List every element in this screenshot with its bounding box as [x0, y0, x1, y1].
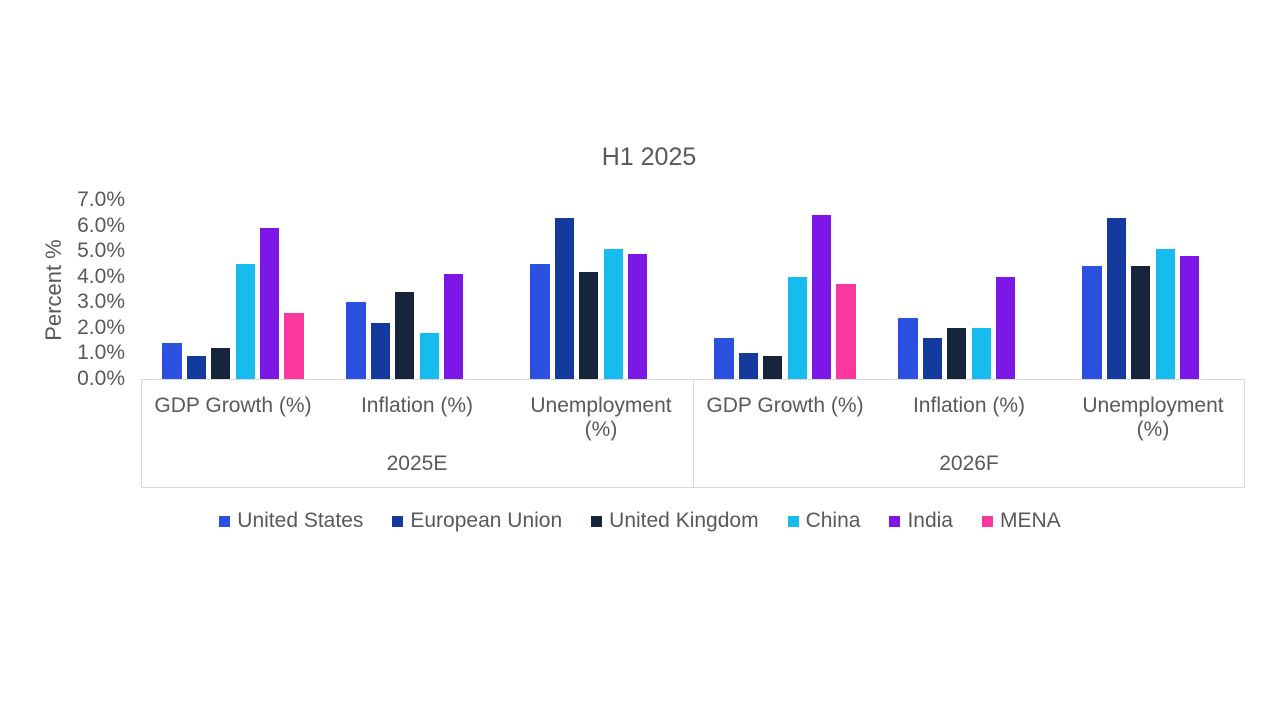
bar-2026f-unemployment-european-union [1106, 217, 1127, 379]
legend-swatch-china [787, 515, 799, 527]
bar-2026f-inflation-china [971, 327, 991, 379]
category-label-2026f-gdp-growth: GDP Growth (%) [706, 394, 864, 417]
bar-2025e-gdp-growth-mena [284, 312, 304, 379]
legend-label-mena: MENA [1000, 509, 1061, 532]
bar-2025e-gdp-growth-united-states [162, 343, 182, 379]
y-tick-label-6-0: 6.0% [77, 213, 125, 237]
bar-2025e-gdp-growth-european-union [186, 355, 207, 379]
legend-swatch-united-kingdom [591, 515, 603, 527]
legend-label-china: China [805, 509, 861, 532]
bar-2026f-unemployment-united-kingdom [1131, 266, 1151, 379]
bar-2026f-unemployment-united-states [1082, 266, 1102, 379]
category-label-2025e-unemployment: Unemployment (%) [530, 394, 672, 442]
legend-item-united-kingdom: United Kingdom [591, 509, 759, 533]
legend-item-india: India [889, 509, 953, 533]
legend-swatch-mena [982, 515, 993, 527]
legend-label-india: India [907, 509, 953, 532]
chart-title: H1 2025 [601, 143, 697, 171]
y-tick-label-1-0: 1.0% [77, 341, 125, 365]
bar-2026f-inflation-india [995, 276, 1016, 379]
category-label-2025e-gdp-growth: GDP Growth (%) [154, 394, 312, 417]
bar-2026f-gdp-growth-india [811, 215, 832, 379]
section-divider [693, 379, 694, 488]
bar-2026f-gdp-growth-china [787, 276, 807, 379]
legend-item-china: China [787, 509, 861, 533]
bar-2026f-gdp-growth-european-union [738, 353, 759, 379]
section-label-2025e: 2025E [386, 452, 448, 475]
bar-2025e-unemployment-european-union [554, 217, 575, 379]
bar-2026f-unemployment-china [1155, 248, 1175, 379]
bar-2025e-gdp-growth-india [259, 228, 280, 379]
bar-2026f-unemployment-india [1179, 256, 1200, 379]
bar-2026f-gdp-growth-united-kingdom [763, 355, 783, 379]
section-label-2026f: 2026F [939, 452, 999, 475]
bar-2026f-gdp-growth-united-states [714, 338, 734, 379]
legend-label-united-states: United States [237, 509, 364, 532]
y-tick-label-2-0: 2.0% [77, 315, 125, 339]
y-tick-label-3-0: 3.0% [77, 290, 125, 314]
bar-2025e-inflation-united-kingdom [395, 292, 415, 379]
legend: United States European Union United Kingdo… [0, 509, 1280, 533]
bar-2025e-inflation-european-union [370, 322, 391, 379]
legend-swatch-india [889, 515, 901, 527]
y-tick-label-4-0: 4.0% [77, 264, 125, 288]
bar-2025e-inflation-india [443, 274, 464, 379]
bar-2026f-gdp-growth-mena [836, 284, 856, 379]
legend-label-united-kingdom: United Kingdom [609, 509, 759, 532]
legend-item-united-states: United States [219, 509, 363, 533]
category-label-2025e-inflation: Inflation (%) [360, 394, 474, 417]
bar-2026f-inflation-united-states [898, 317, 918, 379]
legend-swatch-united-states [219, 515, 231, 527]
bar-2025e-unemployment-united-states [530, 263, 550, 379]
bar-2025e-unemployment-india [627, 253, 648, 379]
legend-label-european-union: European Union [410, 509, 563, 532]
legend-swatch-european-union [392, 515, 404, 527]
y-tick-label-0-0: 0.0% [77, 367, 125, 390]
bar-2025e-gdp-growth-united-kingdom [211, 348, 231, 379]
category-label-2026f-unemployment: Unemployment (%) [1082, 394, 1224, 442]
bar-2025e-gdp-growth-china [235, 263, 255, 379]
legend-item-european-union: European Union [392, 509, 562, 533]
category-label-2026f-inflation: Inflation (%) [912, 394, 1026, 417]
y-axis-title: Percent % [41, 239, 66, 341]
legend-item-mena: MENA [982, 509, 1061, 533]
bar-2025e-inflation-china [419, 332, 439, 379]
bar-2025e-unemployment-china [603, 248, 623, 379]
bar-2025e-inflation-united-states [346, 302, 366, 379]
bar-2026f-inflation-european-union [922, 338, 943, 379]
y-tick-label-7-0: 7.0% [77, 188, 125, 211]
bar-2025e-unemployment-united-kingdom [579, 271, 599, 379]
y-tick-label-5-0: 5.0% [77, 239, 125, 263]
bar-2026f-inflation-united-kingdom [947, 327, 967, 379]
